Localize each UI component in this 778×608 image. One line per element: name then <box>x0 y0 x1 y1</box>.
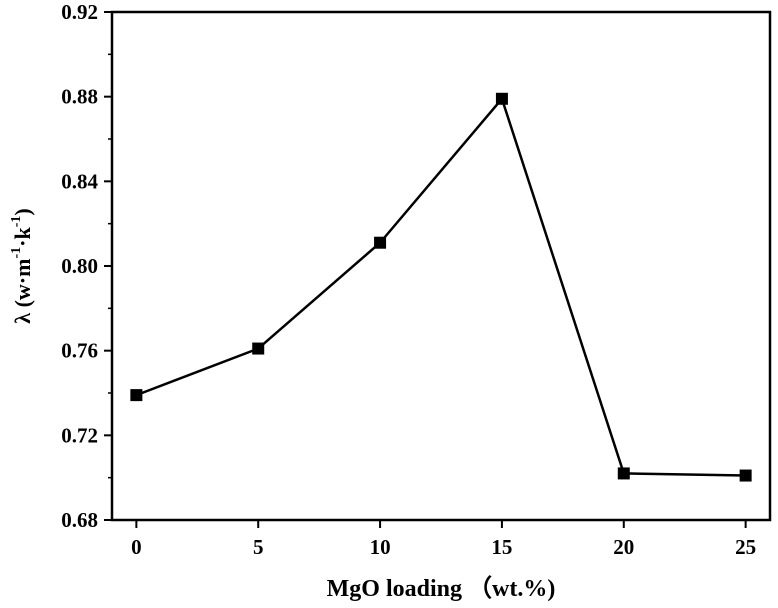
x-tick-label: 25 <box>735 535 756 559</box>
svg-text:λ (w·m-1·k-1): λ (w·m-1·k-1) <box>9 208 35 323</box>
data-point <box>130 389 143 402</box>
y-tick-label: 0.76 <box>61 339 98 363</box>
x-axis-title: MgO loading （wt.%) <box>327 575 556 602</box>
x-tick-label: 15 <box>491 535 512 559</box>
data-point <box>739 469 752 482</box>
y-axis-title: λ (w·m-1·k-1) <box>9 208 35 323</box>
y-axis-title-sup-2: -1 <box>9 216 24 228</box>
y-tick-labels: 0.68 0.72 0.76 0.80 0.84 0.88 0.92 <box>61 0 98 532</box>
y-tick-label: 0.68 <box>61 508 98 532</box>
x-tick-label: 10 <box>370 535 391 559</box>
y-tick-label: 0.88 <box>61 85 98 109</box>
axis-ticks <box>104 11 747 528</box>
x-tick-label: 20 <box>613 535 634 559</box>
x-tick-label: 0 <box>131 535 142 559</box>
y-axis-title-sup-1: -1 <box>9 247 24 259</box>
data-point <box>495 92 508 105</box>
plot-frame <box>110 10 772 522</box>
y-axis-title-part-1: λ (w·m <box>10 259 35 324</box>
data-markers <box>130 92 752 482</box>
y-axis-title-part-2: ·k <box>10 227 35 247</box>
data-point <box>617 467 630 480</box>
y-tick-label: 0.72 <box>61 423 98 447</box>
y-tick-label: 0.80 <box>61 254 98 278</box>
y-tick-label: 0.84 <box>61 169 98 193</box>
data-point <box>374 236 387 249</box>
series-line <box>135 96 746 477</box>
x-tick-labels: 0 5 10 15 20 25 <box>131 535 756 559</box>
y-axis-title-part-3: ) <box>10 208 35 215</box>
data-point <box>252 342 265 355</box>
y-tick-label: 0.92 <box>61 0 98 24</box>
x-tick-label: 5 <box>253 535 264 559</box>
